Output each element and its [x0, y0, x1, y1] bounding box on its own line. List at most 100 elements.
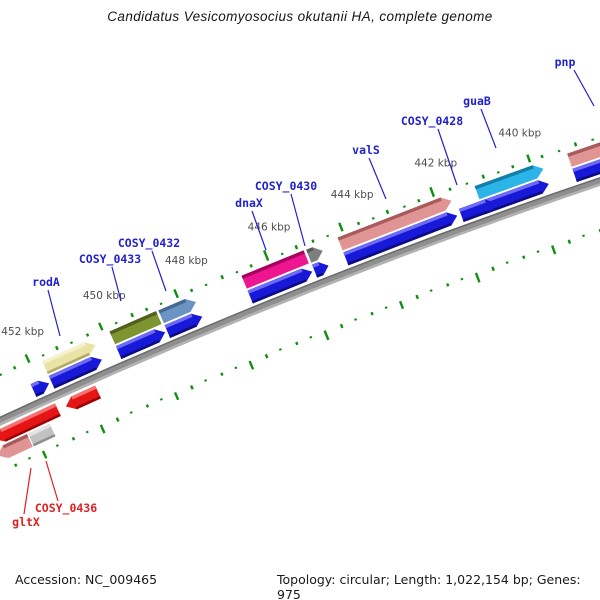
gc-plot-tick-inner	[309, 335, 313, 339]
backbone-arc	[0, 178, 600, 425]
gene-arrow-gltX-cog_rev[interactable]	[0, 434, 33, 462]
topology-text: Topology: circular; Length: 1,022,154 bp…	[277, 572, 581, 600]
gc-plot-tick-outer	[249, 264, 253, 268]
gene-arrow-face	[247, 268, 303, 294]
gc-plot-tick-outer	[41, 353, 45, 357]
gene-arrow-face	[158, 299, 187, 314]
gc-plot-tick-inner	[536, 250, 540, 253]
gene-arrow-COSY_0430-cog[interactable]	[306, 244, 325, 263]
gene-arrow-face	[337, 197, 442, 241]
gene-arrow-face	[462, 210, 490, 223]
gene-label-rodA: rodA	[32, 275, 60, 289]
gene-arrow-COSY_0430-cds[interactable]	[312, 259, 331, 278]
gene-arrow-face	[164, 313, 193, 329]
leader-line-COSY_0428	[437, 128, 458, 186]
gc-plot-tick-outer	[280, 252, 284, 256]
gene-arrow-COSY_0428-cds[interactable]	[458, 196, 498, 223]
gc-plot-tick-inner	[354, 318, 358, 321]
gc-plot-tick-outer	[114, 321, 118, 325]
gc-plot-tick-inner	[145, 404, 150, 408]
gene-label-pnp: pnp	[555, 55, 576, 69]
gc-plot-tick-outer	[481, 174, 486, 179]
gene-arrow-face	[347, 222, 452, 266]
gene-arrow-face	[241, 250, 305, 279]
gene-arrow-COSY_0432-cog[interactable]	[158, 296, 198, 324]
gc-plot-tick-outer	[98, 322, 104, 331]
gene-arrow-unlabeled-1-cds[interactable]	[30, 377, 52, 397]
gene-arrow-face	[48, 356, 102, 389]
gene-label-COSY_0428: COSY_0428	[401, 114, 463, 129]
gc-plot-tick-inner	[173, 391, 180, 401]
gene-arrow-COSY_0432-cds[interactable]	[164, 310, 205, 338]
gene-arrow-COSY_0436-cog_rev[interactable]	[28, 423, 56, 447]
leader-line-rodA	[47, 289, 61, 337]
gene-arrow-rodA-cds[interactable]	[48, 353, 105, 389]
gene-arrow-guaB-cog[interactable]	[474, 162, 546, 200]
gene-label-COSY_0430: COSY_0430	[255, 179, 317, 194]
gc-plot-tick-outer	[173, 289, 179, 299]
gene-arrow-valS-cog[interactable]	[337, 194, 454, 251]
gc-plot-tick-outer	[429, 186, 436, 198]
gc-plot-tick-inner	[55, 444, 59, 447]
gene-label-valS: valS	[352, 143, 380, 157]
gene-arrow-face	[0, 434, 33, 459]
gc-plot-tick-outer	[220, 274, 225, 280]
gene-arrow-face	[42, 342, 86, 365]
gene-arrow-rodA-cog[interactable]	[42, 339, 98, 375]
gc-plot-tick-outer	[326, 234, 330, 238]
gene-arrow-face	[458, 199, 486, 213]
gene-arrow-face	[483, 191, 543, 215]
leader-line-dnaX	[251, 210, 267, 251]
gene-arrow-face	[458, 199, 496, 223]
gc-plot-tick-inner	[278, 348, 282, 351]
gc-plot-tick-outer	[159, 302, 163, 306]
gene-arrow-face	[115, 329, 156, 350]
gene-arrow-valS-cds[interactable]	[343, 209, 459, 266]
gene-arrow-guaB-cds[interactable]	[480, 177, 551, 215]
gene-arrow-face	[120, 339, 160, 359]
gc-plot-tick-outer	[311, 239, 315, 243]
gc-plot-tick-outer	[557, 149, 561, 153]
gene-arrow-face	[164, 313, 203, 338]
gc-plot-tick-inner	[14, 463, 18, 468]
gene-arrow-face	[109, 311, 162, 345]
gene-arrow-face	[572, 152, 600, 182]
gene-arrow-face	[75, 396, 101, 410]
gene-arrow-face	[48, 356, 93, 379]
leader-line-COSY_0433	[111, 266, 122, 302]
gc-plot-tick-inner	[248, 360, 255, 370]
gene-arrow-COSY_0433-cog[interactable]	[109, 311, 162, 345]
gene-arrow-face	[35, 391, 44, 397]
gc-plot-tick-inner	[505, 261, 509, 264]
gc-plot-tick-inner	[323, 330, 330, 341]
gene-arrow-face	[158, 299, 197, 324]
gene-arrow-face	[312, 262, 320, 268]
ruler-label-440kbp: 440 kbp	[498, 127, 541, 139]
gene-arrow-face	[247, 268, 313, 304]
leader-line-valS	[368, 157, 387, 200]
gc-plot-tick-outer	[526, 154, 532, 163]
gc-plot-tick-outer	[24, 353, 31, 364]
gene-arrow-face	[480, 180, 549, 215]
ruler-label-444kbp: 444 kbp	[331, 189, 374, 201]
gene-arrow-face	[28, 423, 56, 447]
gene-label-COSY_0432: COSY_0432	[118, 236, 180, 251]
ruler-label-452kbp: 452 kbp	[1, 326, 44, 338]
genome-title: Candidatus Vesicomyosocius okutanii HA, …	[107, 9, 493, 24]
gene-arrow-face	[474, 165, 544, 200]
gene-arrow-COSY_0433-cds[interactable]	[115, 326, 168, 359]
gene-arrow-dnaX-cog[interactable]	[241, 250, 309, 289]
gene-arrow-unlabeled-3-cds_rev[interactable]	[0, 403, 61, 445]
gene-arrow-dnaX-cds[interactable]	[247, 265, 315, 304]
gc-plot-tick-inner	[370, 311, 374, 316]
gc-plot-tick-outer	[235, 270, 239, 274]
gc-plot-tick-inner	[415, 294, 420, 300]
gene-arrow-unlabeled-2-cds_rev[interactable]	[63, 385, 101, 413]
gene-arrow-pnp-cog[interactable]	[567, 135, 600, 167]
gene-arrow-face	[343, 212, 458, 266]
gc-plot-tick-inner	[27, 456, 31, 460]
gc-plot-tick-inner	[339, 323, 344, 329]
gc-plot-tick-outer	[204, 283, 208, 287]
gene-arrow-face	[567, 137, 600, 167]
